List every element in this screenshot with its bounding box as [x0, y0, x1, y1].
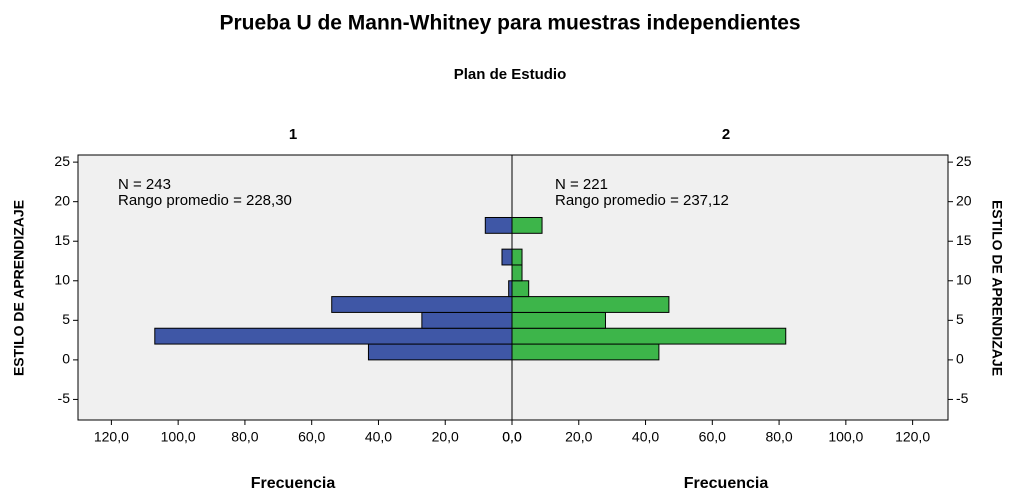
x-tick-label: 60,0 — [699, 429, 726, 445]
bar — [421, 311, 513, 329]
bar — [511, 264, 523, 282]
annotation: Rango promedio = 237,12 — [555, 192, 729, 209]
x-tick-label: 120,0 — [895, 429, 930, 445]
y-axis-label: ESTILO DE APRENDIZAJE — [11, 200, 27, 376]
annotation: N = 221 — [555, 176, 608, 193]
y-tick-label-right: 0 — [956, 351, 964, 367]
x-tick-label: 40,0 — [365, 429, 392, 445]
y-tick-label-right: -5 — [956, 390, 969, 406]
x-tick-label: 0,0 — [502, 429, 522, 445]
bar — [367, 343, 513, 361]
y-tick-label: 10 — [54, 271, 70, 287]
x-axis-label: Frecuencia — [684, 475, 769, 492]
bar — [508, 280, 513, 298]
y-tick-label: 25 — [54, 153, 70, 169]
bar — [511, 327, 787, 345]
annotation: N = 243 — [118, 176, 171, 193]
x-tick-label: 100,0 — [161, 429, 196, 445]
bar — [511, 311, 606, 329]
x-tick-label: 20,0 — [432, 429, 459, 445]
y-tick-label-right: 10 — [956, 271, 972, 287]
x-tick-label: 80,0 — [231, 429, 258, 445]
bar — [501, 248, 513, 266]
x-tick-label: 40,0 — [632, 429, 659, 445]
panel-label: 1 — [289, 126, 297, 143]
y-tick-label: 0 — [62, 351, 70, 367]
panel-label: 2 — [722, 126, 730, 143]
bar — [331, 296, 513, 313]
y-tick-label: 15 — [54, 232, 70, 248]
bar — [484, 216, 513, 234]
x-tick-label: 60,0 — [298, 429, 325, 445]
bar — [511, 280, 530, 298]
bar — [511, 248, 523, 266]
x-tick-label: 80,0 — [765, 429, 792, 445]
y-tick-label-right: 25 — [956, 153, 972, 169]
y-tick-label-right: 15 — [956, 232, 972, 248]
bar — [154, 327, 513, 345]
annotation: Rango promedio = 228,30 — [118, 192, 292, 209]
bar — [511, 343, 660, 361]
y-tick-label: 20 — [54, 192, 70, 208]
x-axis-label: Frecuencia — [251, 475, 336, 492]
chart-subtitle: Plan de Estudio — [454, 66, 567, 83]
x-tick-label: 100,0 — [828, 429, 863, 445]
bar — [511, 216, 543, 234]
x-tick-label: 20,0 — [565, 429, 592, 445]
y-tick-label-right: 20 — [956, 192, 972, 208]
y-tick-label: -5 — [58, 390, 71, 406]
chart-title: Prueba U de Mann-Whitney para muestras i… — [219, 12, 800, 35]
x-tick-label: 0,0 — [502, 429, 522, 445]
x-tick-label: 120,0 — [94, 429, 129, 445]
y-tick-label: 5 — [62, 311, 70, 327]
bar — [511, 296, 670, 313]
y-tick-label-right: 5 — [956, 311, 964, 327]
y-axis-label-right: ESTILO DE APRENDIZAJE — [989, 200, 1005, 376]
